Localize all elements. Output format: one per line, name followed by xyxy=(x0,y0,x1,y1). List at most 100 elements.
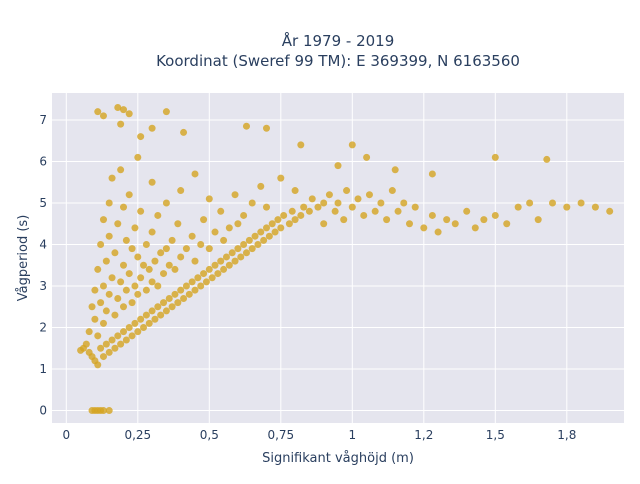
scatter-point xyxy=(148,278,156,286)
scatter-point xyxy=(237,253,245,261)
scatter-point xyxy=(443,216,451,224)
scatter-point xyxy=(185,290,193,298)
scatter-point xyxy=(188,278,196,286)
scatter-point xyxy=(217,257,225,265)
scatter-point xyxy=(211,228,219,236)
x-tick-label: 0,25 xyxy=(124,428,151,442)
y-tick-label: 0 xyxy=(39,404,47,418)
scatter-point xyxy=(271,228,279,236)
scatter-point xyxy=(94,108,102,116)
scatter-point xyxy=(231,257,239,265)
scatter-point xyxy=(208,274,216,282)
scatter-point xyxy=(151,315,159,323)
scatter-point xyxy=(148,124,156,132)
scatter-point xyxy=(211,261,219,269)
scatter-point xyxy=(334,162,342,170)
scatter-point xyxy=(180,128,188,136)
scatter-point xyxy=(140,324,148,332)
scatter-point xyxy=(162,307,170,315)
scatter-point xyxy=(325,191,333,199)
scatter-point xyxy=(134,253,142,261)
scatter-point xyxy=(188,232,196,240)
scatter-point xyxy=(263,203,270,211)
y-tick-label: 7 xyxy=(39,113,47,127)
scatter-point xyxy=(111,344,119,352)
scatter-point xyxy=(563,203,571,211)
scatter-point xyxy=(99,319,107,327)
scatter-point xyxy=(97,344,105,352)
scatter-point xyxy=(251,232,259,240)
scatter-point xyxy=(160,270,168,278)
data-points xyxy=(77,104,614,415)
scatter-point xyxy=(388,187,396,195)
scatter-point xyxy=(94,361,102,369)
scatter-point xyxy=(463,207,471,215)
scatter-point xyxy=(97,299,105,307)
scatter-point xyxy=(214,270,222,278)
scatter-point xyxy=(105,407,113,415)
y-tick-label: 4 xyxy=(39,238,47,252)
scatter-point xyxy=(102,257,110,265)
scatter-point xyxy=(134,328,142,336)
scatter-point xyxy=(154,282,162,290)
scatter-point xyxy=(154,303,162,311)
scatter-point xyxy=(428,170,436,178)
scatter-point xyxy=(197,282,205,290)
scatter-point xyxy=(222,253,230,261)
scatter-point xyxy=(137,207,145,215)
scatter-point xyxy=(228,249,236,257)
scatter-point xyxy=(102,307,110,315)
scatter-point xyxy=(288,207,296,215)
scatter-point xyxy=(122,236,130,244)
scatter-point xyxy=(526,199,534,207)
scatter-point xyxy=(420,224,428,232)
scatter-point xyxy=(220,265,228,273)
scatter-point xyxy=(105,199,113,207)
y-axis-title: Vågperiod (s) xyxy=(16,215,31,302)
scatter-point xyxy=(142,311,150,319)
scatter-point xyxy=(205,195,213,203)
scatter-point xyxy=(305,207,313,215)
scatter-point xyxy=(131,319,139,327)
scatter-point xyxy=(99,216,107,224)
scatter-point xyxy=(534,216,542,224)
scatter-point xyxy=(120,203,127,211)
scatter-point xyxy=(428,211,436,219)
scatter-point xyxy=(354,195,362,203)
scatter-point xyxy=(263,224,270,232)
scatter-point xyxy=(134,153,142,161)
scatter-point xyxy=(242,122,250,130)
scatter-point xyxy=(111,311,119,319)
scatter-point xyxy=(82,340,90,348)
x-tick-label: 0,75 xyxy=(267,428,294,442)
scatter-point xyxy=(160,299,168,307)
scatter-point xyxy=(140,261,148,269)
scatter-point xyxy=(320,220,328,228)
scatter-point xyxy=(406,220,413,228)
scatter-point xyxy=(125,324,133,332)
chart-title-line1: År 1979 - 2019 xyxy=(282,31,395,50)
scatter-point xyxy=(240,211,248,219)
scatter-point xyxy=(205,265,213,273)
scatter-point xyxy=(400,199,408,207)
scatter-point xyxy=(105,290,113,298)
scatter-point xyxy=(363,153,371,161)
scatter-point xyxy=(114,332,122,340)
scatter-point xyxy=(137,133,145,141)
scatter-point xyxy=(320,199,328,207)
x-axis-title: Signifikant våghöjd (m) xyxy=(262,451,414,466)
scatter-point xyxy=(194,274,202,282)
scatter-point xyxy=(308,195,316,203)
scatter-point xyxy=(91,315,99,323)
scatter-point xyxy=(434,228,442,236)
scatter-point xyxy=(142,241,150,249)
scatter-point xyxy=(543,155,551,163)
scatter-point xyxy=(108,274,116,282)
scatter-point xyxy=(200,216,208,224)
x-tick-label: 1,8 xyxy=(557,428,576,442)
scatter-point xyxy=(277,174,285,182)
scatter-point xyxy=(120,328,127,336)
scatter-point xyxy=(202,278,210,286)
scatter-point xyxy=(177,253,185,261)
x-tick-label: 0,5 xyxy=(200,428,219,442)
